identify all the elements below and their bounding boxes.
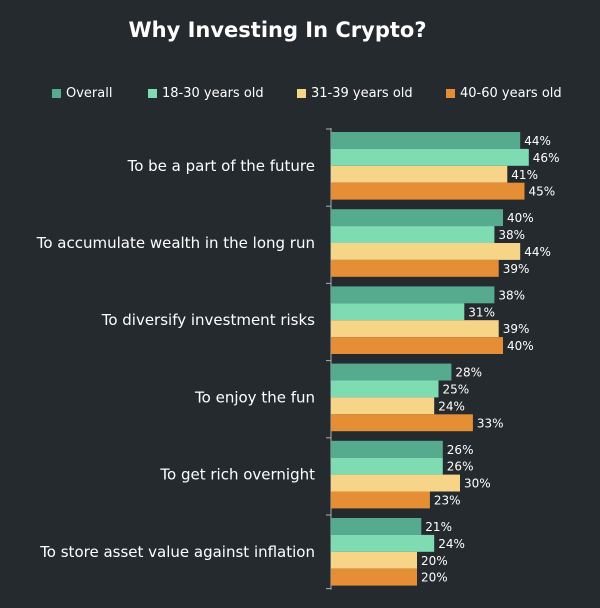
legend-item-40-60: 40-60 years old xyxy=(446,84,562,102)
bar xyxy=(331,568,417,586)
bar xyxy=(331,226,495,243)
data-label: 20% xyxy=(421,571,448,585)
data-label: 20% xyxy=(421,554,448,568)
legend-item-31-39: 31-39 years old xyxy=(297,84,413,102)
bar xyxy=(331,440,443,458)
bar xyxy=(331,474,460,492)
bar xyxy=(331,457,443,475)
data-label: 26% xyxy=(447,443,474,457)
data-label: 39% xyxy=(503,322,530,336)
data-label: 45% xyxy=(529,185,556,199)
category-label: To get rich overnight xyxy=(159,466,315,484)
data-label: 30% xyxy=(464,477,491,491)
legend-label: 18-30 years old xyxy=(162,85,264,101)
bar xyxy=(331,397,435,415)
bar xyxy=(331,148,529,166)
data-label: 21% xyxy=(425,520,452,534)
data-label: 46% xyxy=(533,151,560,165)
legend-item-18-30: 18-30 years old xyxy=(148,84,264,102)
bar xyxy=(331,303,465,321)
data-label: 38% xyxy=(498,228,525,242)
bar xyxy=(331,165,508,183)
bar xyxy=(331,132,521,149)
data-label: 44% xyxy=(524,134,551,148)
legend-swatch xyxy=(446,88,455,98)
legend-label: 31-39 years old xyxy=(311,85,413,101)
data-label: 39% xyxy=(503,262,530,276)
legend-label: Overall xyxy=(66,85,113,101)
data-label: 24% xyxy=(438,537,465,551)
category-label: To store asset value against inflation xyxy=(39,543,315,561)
bar xyxy=(331,518,422,535)
category-label: To enjoy the fun xyxy=(194,388,315,406)
data-label: 25% xyxy=(443,382,470,396)
bar xyxy=(331,286,495,304)
data-label: 40% xyxy=(507,339,534,353)
category-label: To diversify investment risks xyxy=(101,311,315,329)
data-label: 24% xyxy=(438,399,465,413)
data-label: 40% xyxy=(507,211,534,225)
bar xyxy=(331,337,503,354)
legend-swatch xyxy=(52,88,61,98)
legend-item-overall: Overall xyxy=(52,84,112,102)
bar xyxy=(331,363,452,381)
data-label: 28% xyxy=(455,366,482,380)
bar xyxy=(331,380,439,398)
data-label: 31% xyxy=(468,305,495,319)
legend-swatch xyxy=(148,88,157,98)
bar xyxy=(331,259,499,277)
category-label: To accumulate wealth in the long run xyxy=(36,234,315,252)
bar xyxy=(331,534,435,552)
category-label: To be a part of the future xyxy=(127,157,315,175)
data-label: 44% xyxy=(524,245,551,259)
bar xyxy=(331,320,499,338)
chart-title: Why Investing In Crypto? xyxy=(128,18,427,42)
legend-label: 40-60 years old xyxy=(460,85,562,101)
legend: Overall 18-30 years old 31-39 years old … xyxy=(0,84,600,102)
bar xyxy=(331,551,417,569)
data-label: 41% xyxy=(511,168,538,182)
legend-swatch xyxy=(297,88,306,98)
bar xyxy=(331,491,430,509)
bar xyxy=(331,209,503,227)
bar xyxy=(331,243,521,260)
data-label: 38% xyxy=(498,288,525,302)
data-label: 23% xyxy=(434,493,461,507)
bar xyxy=(331,182,525,200)
bar xyxy=(331,414,473,432)
data-label: 33% xyxy=(477,416,504,430)
data-label: 26% xyxy=(447,460,474,474)
